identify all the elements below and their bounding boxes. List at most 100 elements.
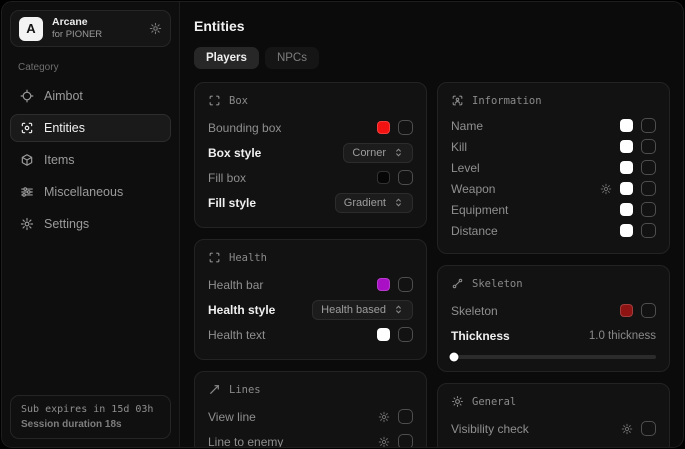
row-skeleton: Skeleton — [451, 298, 656, 323]
line-to-enemy-checkbox[interactable] — [398, 434, 413, 447]
color-swatch[interactable] — [620, 140, 633, 153]
color-swatch[interactable] — [377, 278, 390, 291]
health-corners-icon — [209, 252, 220, 263]
card-skeleton: Skeleton Skeleton Thickness 1.0 thicknes… — [437, 265, 670, 372]
tab-npcs[interactable]: NPCs — [264, 47, 319, 69]
row-label: Visibility check — [451, 421, 529, 436]
card-title: Skeleton — [472, 277, 523, 290]
card-information: Information Name Kill — [437, 82, 670, 254]
color-swatch[interactable] — [377, 328, 390, 341]
color-swatch[interactable] — [620, 161, 633, 174]
card-title: Information — [472, 94, 542, 107]
row-kill: Kill — [451, 136, 656, 157]
subscription-status-card: Sub expires in 15d 03h Session duration … — [10, 395, 171, 439]
sidebar-item-aimbot[interactable]: Aimbot — [10, 82, 171, 110]
gear-icon[interactable] — [600, 183, 612, 195]
thickness-value: 1.0 thickness — [588, 329, 656, 342]
dropdown-value: Corner — [352, 146, 386, 159]
unfold-icon — [396, 148, 401, 157]
name-checkbox[interactable] — [641, 118, 656, 133]
logo-text: Arcane for PIONER — [52, 16, 140, 41]
row-health-style: Health style Health based — [208, 297, 413, 322]
color-swatch[interactable] — [377, 121, 390, 134]
color-swatch[interactable] — [620, 304, 633, 317]
row-label: Level — [451, 160, 480, 175]
sidebar-item-miscellaneous[interactable]: Miscellaneous — [10, 178, 171, 206]
row-label: Health style — [208, 302, 276, 317]
skeleton-checkbox[interactable] — [641, 303, 656, 318]
row-label: Fill style — [208, 195, 257, 210]
gear-icon[interactable] — [378, 411, 390, 423]
sidebar-item-settings[interactable]: Settings — [10, 210, 171, 238]
bone-icon — [452, 278, 463, 289]
color-swatch[interactable] — [620, 203, 633, 216]
health-style-dropdown[interactable]: Health based — [312, 299, 413, 320]
fill-style-dropdown[interactable]: Gradient — [334, 192, 413, 213]
row-fill-box: Fill box — [208, 165, 413, 190]
row-label: Skeleton — [451, 303, 498, 318]
row-max-distance: Max distance 500m — [451, 441, 656, 448]
gear-icon[interactable] — [149, 22, 162, 35]
category-label: Category — [18, 62, 59, 73]
row-label: Kill — [451, 139, 468, 154]
weapon-checkbox[interactable] — [641, 181, 656, 196]
page-title: Entities — [194, 18, 245, 34]
card-box: Box Bounding box Box style Corner — [194, 82, 427, 228]
equipment-checkbox[interactable] — [641, 202, 656, 217]
cube-icon — [21, 154, 33, 166]
row-visibility-check: Visibility check — [451, 416, 656, 441]
color-swatch[interactable] — [620, 182, 633, 195]
thickness-slider[interactable] — [449, 352, 656, 362]
row-label: Thickness — [451, 328, 510, 343]
row-line-to-enemy: Line to enemy — [208, 429, 413, 447]
crosshair-icon — [20, 89, 34, 103]
row-health-bar: Health bar — [208, 272, 413, 297]
box-style-dropdown[interactable]: Corner — [343, 142, 413, 163]
health-bar-checkbox[interactable] — [398, 277, 413, 292]
row-equipment: Equipment — [451, 199, 656, 220]
sidebar-item-entities[interactable]: Entities — [10, 114, 171, 142]
tab-players[interactable]: Players — [194, 47, 259, 69]
sidebar-item-label: Miscellaneous — [44, 185, 124, 199]
level-checkbox[interactable] — [641, 160, 656, 175]
sub-expiry-text: Sub expires in 15d 03h — [21, 404, 154, 415]
health-text-checkbox[interactable] — [398, 327, 413, 342]
distance-checkbox[interactable] — [641, 223, 656, 238]
sidebar-item-label: Items — [44, 153, 75, 167]
row-label: Distance — [451, 223, 498, 238]
card-health: Health Health bar Health style Health ba… — [194, 239, 427, 360]
row-label: Max distance — [451, 447, 526, 448]
sun-icon — [452, 396, 463, 407]
sidebar-item-items[interactable]: Items — [10, 146, 171, 174]
fill-box-checkbox[interactable] — [398, 170, 413, 185]
sidebar-item-label: Settings — [44, 217, 90, 231]
bounding-box-checkbox[interactable] — [398, 120, 413, 135]
row-thickness: Thickness 1.0 thickness — [451, 323, 656, 348]
row-name: Name — [451, 115, 656, 136]
sliders-icon — [21, 187, 33, 197]
gear-icon[interactable] — [378, 436, 390, 448]
gear-icon[interactable] — [621, 423, 633, 435]
dropdown-value: Health based — [321, 303, 386, 316]
card-title: General — [472, 395, 517, 408]
color-swatch[interactable] — [620, 119, 633, 132]
view-line-checkbox[interactable] — [398, 409, 413, 424]
box-corners-icon — [209, 95, 220, 106]
slider-thumb[interactable] — [449, 352, 459, 362]
dropdown-value: Gradient — [343, 196, 386, 209]
app-logo: A — [19, 16, 43, 41]
person-scan-icon — [452, 95, 463, 106]
line-icon — [210, 385, 219, 394]
session-duration-text: Session duration 18s — [21, 419, 122, 430]
color-swatch[interactable] — [620, 224, 633, 237]
row-label: Box style — [208, 145, 262, 160]
visibility-check-checkbox[interactable] — [641, 421, 656, 436]
app-subtitle: for PIONER — [52, 29, 103, 41]
row-label: Health bar — [208, 277, 264, 292]
color-swatch[interactable] — [377, 171, 390, 184]
row-label: Health text — [208, 327, 266, 342]
row-box-style: Box style Corner — [208, 140, 413, 165]
kill-checkbox[interactable] — [641, 139, 656, 154]
logo-card: A Arcane for PIONER — [10, 10, 171, 47]
card-lines: Lines View line Line to enemy — [194, 371, 427, 447]
